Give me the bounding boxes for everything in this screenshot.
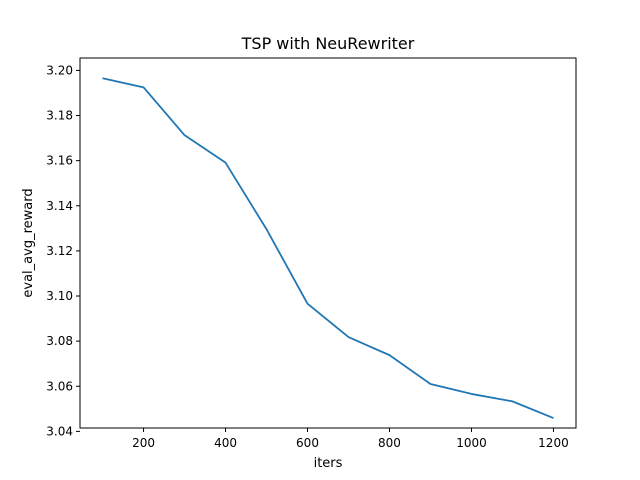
y-tick-label: 3.06	[46, 379, 73, 393]
x-tick-label: 400	[214, 436, 237, 450]
x-tick-label: 1200	[538, 436, 569, 450]
series-line	[102, 77, 554, 419]
y-tick-label: 3.08	[46, 334, 73, 348]
y-tick-label: 3.16	[46, 154, 73, 168]
y-tick-label: 3.10	[46, 289, 73, 303]
x-tick-label: 200	[132, 436, 155, 450]
x-tick-label: 1000	[456, 436, 487, 450]
y-axis: 3.04 3.06 3.08 3.10 3.12 3.14 3.16 3.18 3.20	[46, 63, 80, 438]
y-axis-label: eval_avg_reward	[21, 188, 36, 297]
y-tick-label: 3.14	[46, 199, 73, 213]
y-tick-label: 3.18	[46, 109, 73, 123]
axes-frame	[79, 57, 577, 429]
x-axis: 200 400 600 800 1000 1200	[132, 428, 569, 450]
y-tick-label: 3.12	[46, 244, 73, 258]
x-tick-label: 800	[378, 436, 401, 450]
plot-area	[102, 77, 554, 419]
x-tick-label: 600	[296, 436, 319, 450]
y-tick-label: 3.04	[46, 424, 73, 438]
chart-title: TSP with NeuRewriter	[241, 34, 415, 53]
y-tick-label: 3.20	[46, 63, 73, 77]
x-axis-label: iters	[314, 456, 343, 471]
